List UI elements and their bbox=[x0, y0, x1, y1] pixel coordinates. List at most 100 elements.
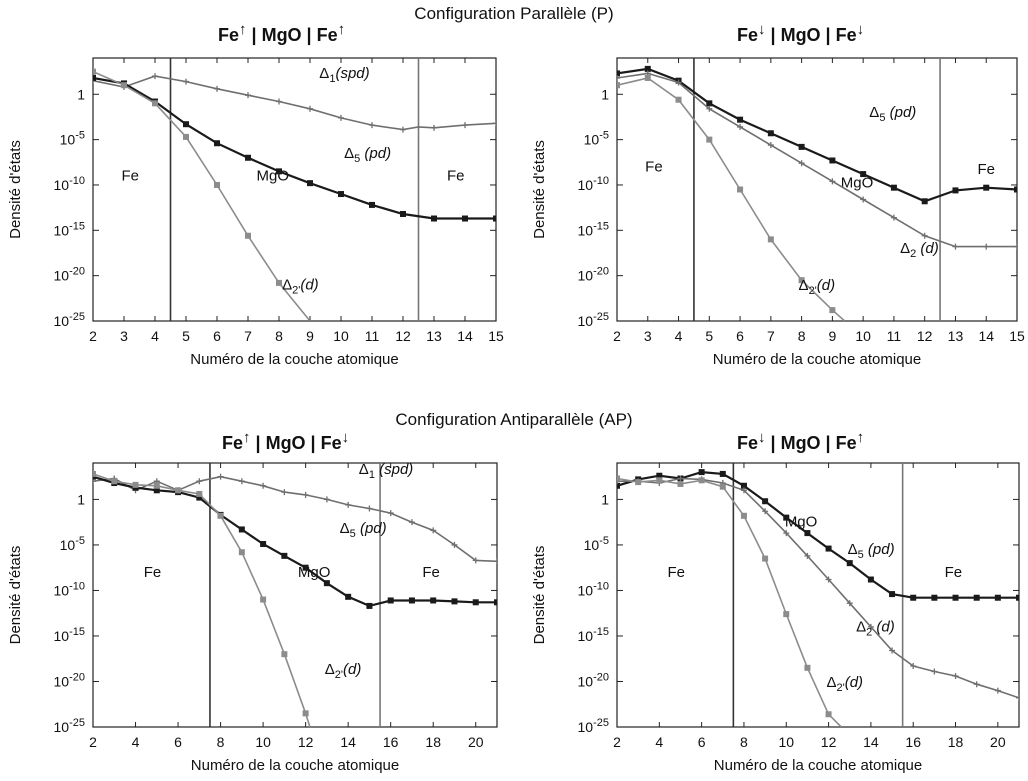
data-point bbox=[93, 470, 96, 477]
data-point bbox=[462, 122, 468, 129]
data-point bbox=[867, 576, 874, 583]
series-label: Δ1(spd) bbox=[319, 65, 369, 85]
data-point bbox=[825, 545, 832, 552]
data-point bbox=[890, 214, 897, 221]
y-tick-label: 10-25 bbox=[54, 311, 85, 329]
data-point bbox=[762, 508, 769, 515]
data-point bbox=[400, 210, 406, 217]
x-tick-label: 10 bbox=[255, 734, 271, 750]
data-point bbox=[276, 279, 282, 286]
data-point bbox=[111, 478, 118, 485]
region-label: Fe bbox=[977, 161, 995, 178]
data-point bbox=[276, 98, 282, 105]
data-point bbox=[719, 470, 726, 477]
data-point bbox=[366, 602, 373, 609]
data-point bbox=[153, 482, 160, 489]
x-tick-label: 6 bbox=[698, 734, 706, 750]
y-axis-label: Densité d'états bbox=[7, 140, 24, 239]
data-point bbox=[183, 121, 189, 128]
data-point bbox=[307, 105, 313, 112]
data-point bbox=[635, 479, 642, 486]
panel-title-p-right: Fe↓ | MgO | Fe↓ bbox=[737, 21, 865, 45]
region-label: Fe bbox=[422, 564, 440, 581]
panel-title-p-left: Fe↑ | MgO | Fe↑ bbox=[218, 21, 346, 45]
data-point bbox=[152, 100, 158, 107]
data-point bbox=[183, 78, 189, 85]
data-point bbox=[829, 157, 836, 164]
y-tick-label: 10-20 bbox=[54, 266, 85, 284]
data-point bbox=[921, 198, 928, 205]
region-label: Fe bbox=[645, 158, 663, 175]
x-tick-label: 8 bbox=[217, 734, 225, 750]
data-point bbox=[698, 477, 705, 484]
series-line bbox=[93, 473, 311, 727]
y-tick-label: 1 bbox=[601, 86, 609, 102]
x-tick-label: 2 bbox=[89, 734, 97, 750]
x-tick-label: 20 bbox=[990, 734, 1006, 750]
series-group bbox=[93, 68, 496, 321]
data-point bbox=[472, 557, 479, 564]
series-group bbox=[93, 470, 497, 727]
y-axis-label: Densité d'états bbox=[531, 140, 548, 239]
x-tick-label: 5 bbox=[705, 328, 713, 344]
data-point bbox=[983, 243, 990, 250]
data-point bbox=[245, 232, 251, 239]
data-point bbox=[952, 187, 959, 194]
data-point bbox=[952, 673, 959, 680]
data-point bbox=[307, 180, 313, 187]
data-point bbox=[740, 512, 747, 519]
data-point bbox=[366, 505, 373, 512]
x-axis-label: Numéro de la couche atomique bbox=[191, 757, 399, 774]
data-point bbox=[214, 181, 220, 188]
y-tick-label: 10-25 bbox=[578, 311, 609, 329]
series-line bbox=[93, 76, 496, 220]
data-point bbox=[121, 82, 127, 89]
data-point bbox=[245, 154, 251, 161]
data-point bbox=[762, 498, 769, 505]
x-tick-label: 16 bbox=[905, 734, 921, 750]
data-point bbox=[302, 710, 309, 717]
series-label: Δ2'(d) bbox=[282, 276, 319, 296]
x-tick-label: 14 bbox=[978, 328, 994, 344]
data-point bbox=[677, 475, 684, 482]
data-point bbox=[1016, 594, 1019, 601]
series-label: Δ2'(d) bbox=[325, 661, 362, 681]
y-tick-label: 10-15 bbox=[578, 626, 609, 644]
series-label: Δ5 (pd) bbox=[340, 520, 387, 540]
y-tick-label: 10-10 bbox=[578, 580, 609, 598]
data-point bbox=[737, 123, 744, 130]
y-tick-label: 10-5 bbox=[60, 535, 85, 553]
data-point bbox=[153, 487, 160, 494]
data-point bbox=[93, 74, 96, 81]
x-tick-label: 6 bbox=[213, 328, 221, 344]
data-point bbox=[798, 143, 805, 150]
x-tick-label: 8 bbox=[740, 734, 748, 750]
region-label: Fe bbox=[945, 564, 963, 581]
data-point bbox=[369, 122, 375, 129]
series-label: Δ5 (pd) bbox=[869, 104, 916, 124]
data-point bbox=[494, 599, 497, 606]
series-line bbox=[617, 67, 1017, 203]
data-point bbox=[238, 526, 245, 533]
y-tick-label: 10-15 bbox=[54, 220, 85, 238]
data-point bbox=[767, 142, 774, 149]
data-point bbox=[281, 489, 288, 496]
data-point bbox=[338, 114, 344, 121]
x-tick-label: 11 bbox=[887, 328, 902, 344]
y-tick-label: 10-5 bbox=[584, 130, 609, 148]
series-line bbox=[93, 475, 497, 608]
panel-title-ap-right: Fe↓ | MgO | Fe↑ bbox=[737, 429, 865, 453]
x-tick-label: 15 bbox=[488, 328, 504, 344]
plot-frame bbox=[616, 462, 1020, 728]
series-line bbox=[617, 477, 1019, 699]
data-point bbox=[825, 711, 832, 718]
series-line bbox=[617, 477, 842, 727]
data-point bbox=[737, 186, 744, 193]
y-tick-label: 1 bbox=[601, 491, 609, 507]
data-point bbox=[675, 79, 682, 86]
data-point bbox=[783, 611, 790, 618]
data-point bbox=[994, 594, 1001, 601]
data-point bbox=[462, 215, 468, 222]
data-point bbox=[910, 594, 917, 601]
